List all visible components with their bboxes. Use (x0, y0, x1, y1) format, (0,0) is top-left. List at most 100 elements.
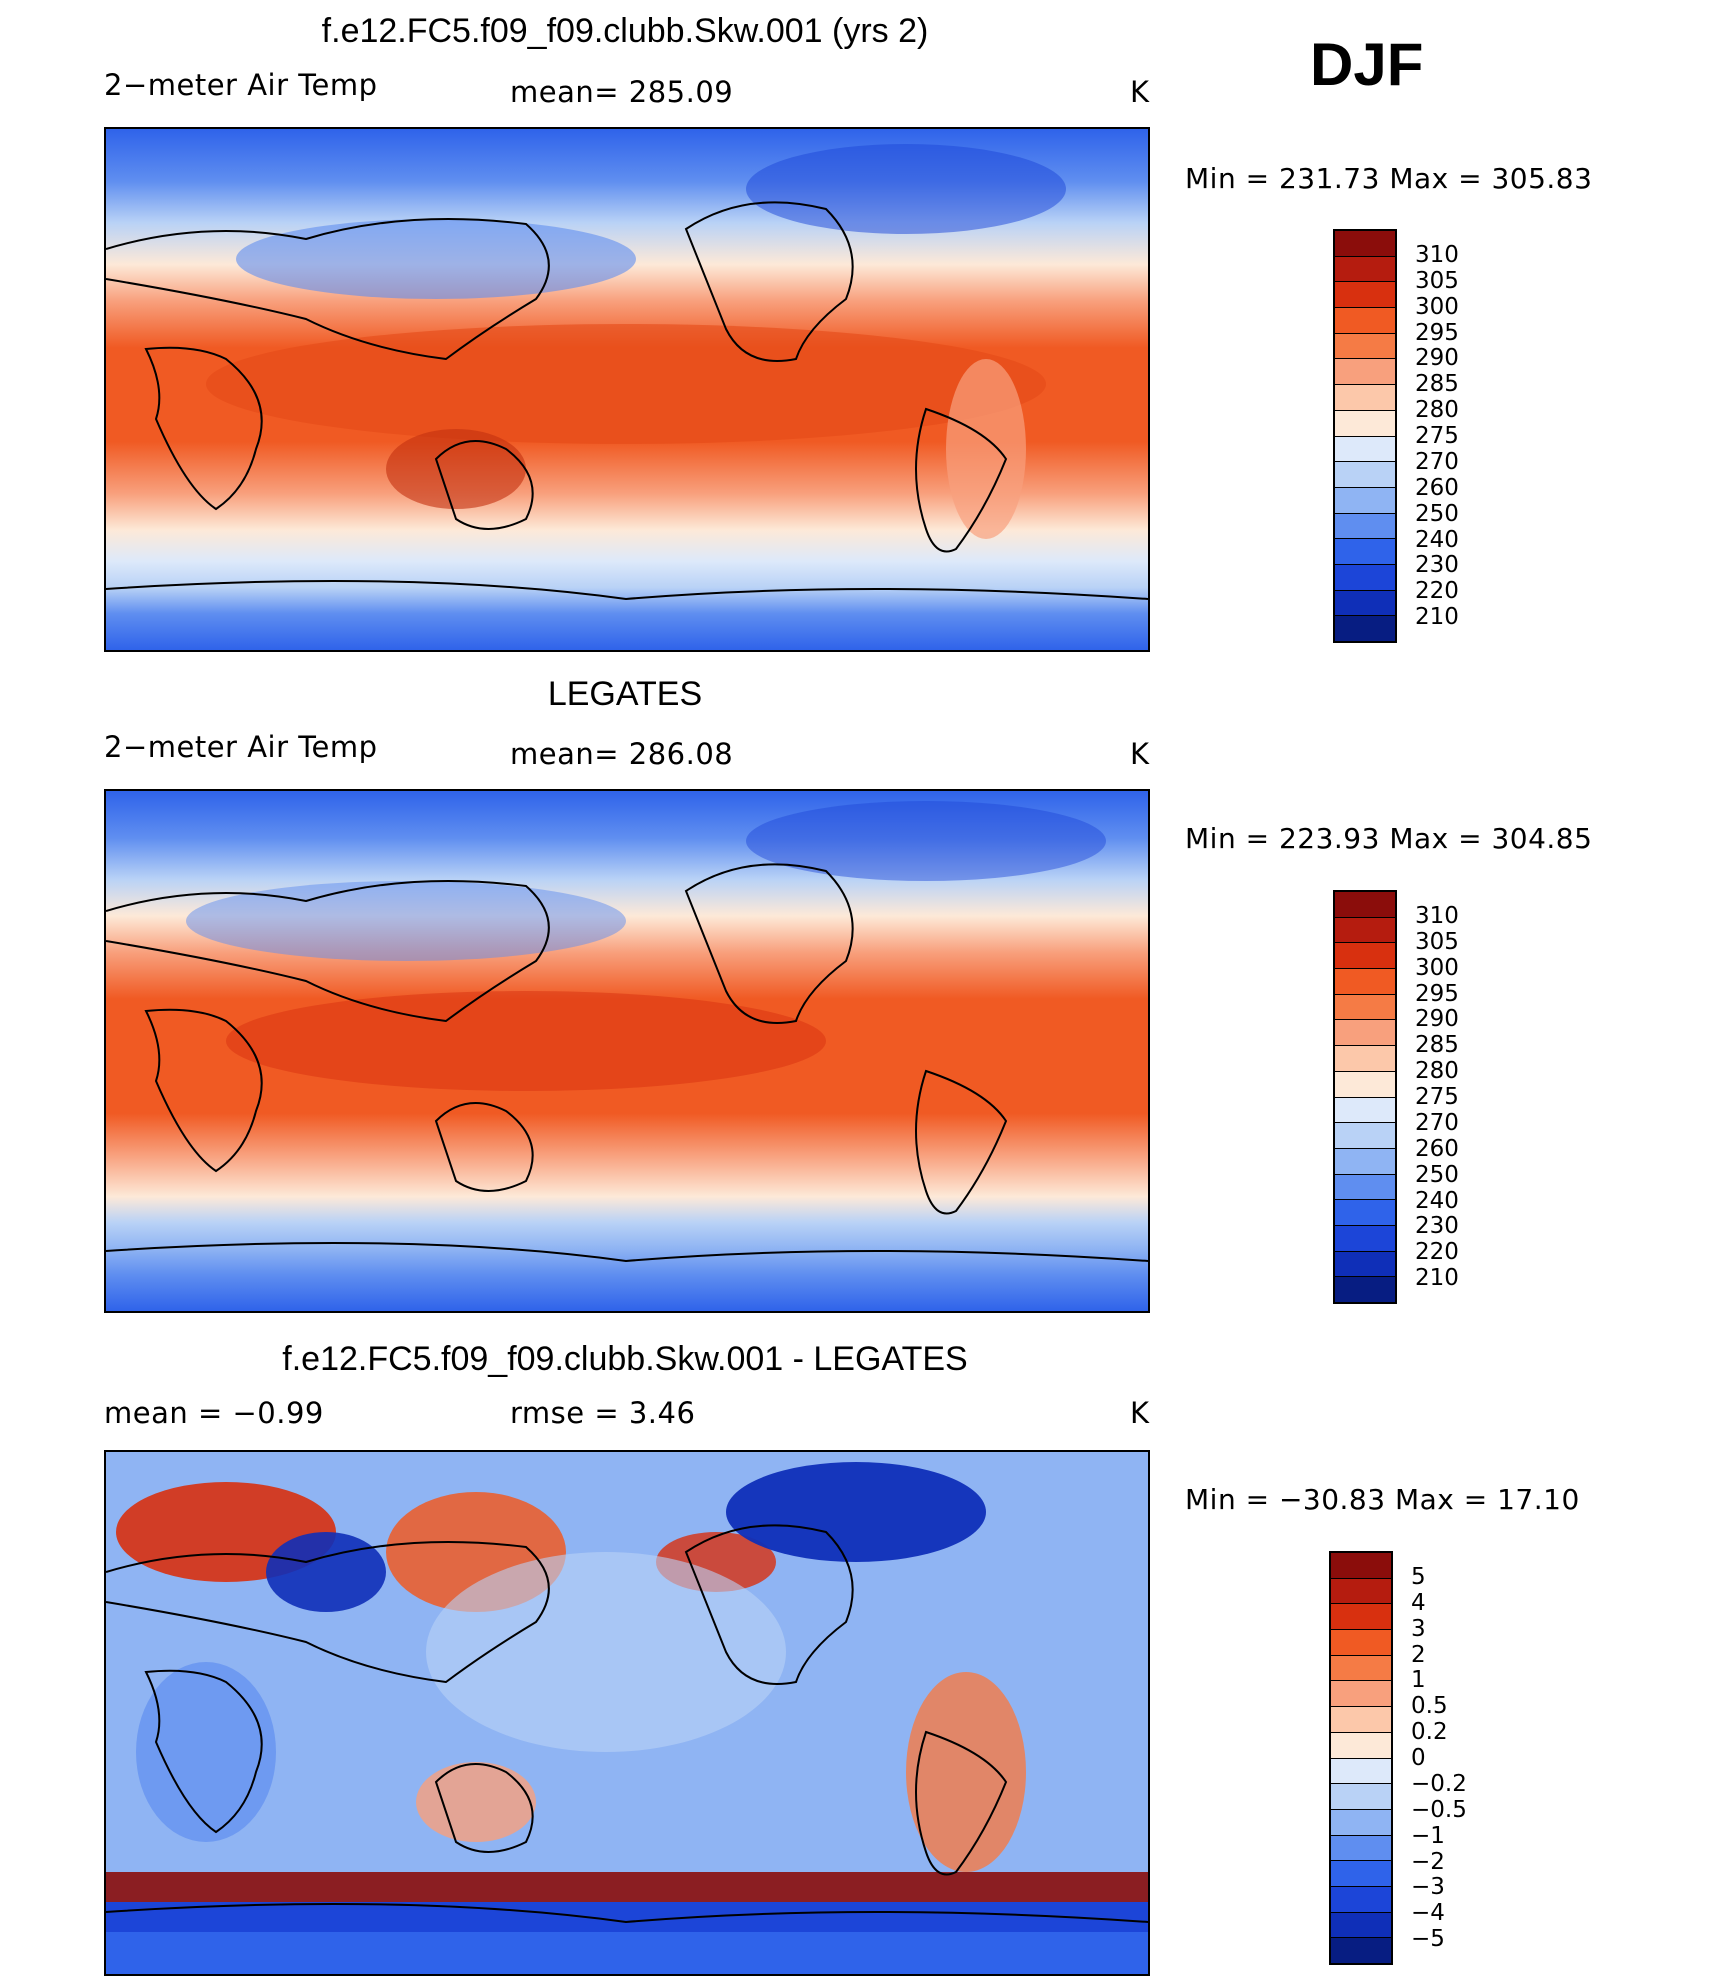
colorbar2-tick-label: 310 (1415, 902, 1459, 929)
colorbar3-swatch (1331, 1835, 1391, 1862)
colorbar1-swatch (1335, 564, 1395, 591)
panel3-units-label: K (1130, 1396, 1150, 1430)
colorbar3-tick-label: 0.5 (1411, 1693, 1448, 1720)
panel3-title: f.e12.FC5.f09_f09.clubb.Skw.001 - LEGATE… (282, 1340, 968, 1378)
colorbar3-swatch (1331, 1809, 1391, 1836)
colorbar3-tick-label: 3 (1411, 1615, 1426, 1642)
colorbar1-swatch (1335, 333, 1395, 360)
colorbar1-tick-label: 230 (1415, 552, 1459, 579)
colorbar2-swatch (1335, 943, 1395, 970)
colorbar2-swatch (1335, 1174, 1395, 1201)
colorbar3-tick-label: 5 (1411, 1563, 1426, 1590)
colorbar3-tick-label: −3 (1411, 1874, 1445, 1901)
colorbar3-tick-label: −4 (1411, 1900, 1445, 1927)
colorbar3-tick-label: 0.2 (1411, 1719, 1448, 1746)
colorbar2-tick-label: 280 (1415, 1058, 1459, 1085)
colorbar1-tick-label: 310 (1415, 241, 1459, 268)
colorbar2-swatch (1335, 1200, 1395, 1226)
colorbar1-swatch (1335, 436, 1395, 463)
colorbar3-tick-label: 0 (1411, 1745, 1426, 1771)
colorbar3-swatch (1331, 1578, 1391, 1605)
colorbar1-swatch (1335, 616, 1395, 641)
colorbar1-swatch (1335, 359, 1395, 386)
colorbar1-tick-label: 250 (1415, 500, 1459, 527)
panel3-colorbar (1329, 1551, 1393, 1965)
colorbar2-swatch (1335, 917, 1395, 944)
colorbar3-tick-label: −5 (1411, 1926, 1445, 1953)
colorbar2-tick-label: 230 (1415, 1213, 1459, 1240)
colorbar1-swatch (1335, 513, 1395, 540)
panel3-map-svg (106, 1452, 1148, 1974)
colorbar1-swatch (1335, 282, 1395, 309)
colorbar3-swatch (1331, 1758, 1391, 1785)
colorbar1-tick-label: 270 (1415, 448, 1459, 475)
colorbar3-swatch (1331, 1861, 1391, 1887)
panel1-units-label: K (1130, 75, 1150, 109)
panel2-title: LEGATES (547, 675, 703, 713)
colorbar2-tick-label: 305 (1415, 928, 1459, 955)
colorbar2-swatch (1335, 1020, 1395, 1047)
colorbar2-tick-label: 285 (1415, 1032, 1459, 1059)
season-label: DJF (1310, 31, 1424, 98)
panel1-map-svg (106, 129, 1148, 650)
colorbar3-swatch (1331, 1630, 1391, 1656)
colorbar3-swatch (1331, 1553, 1391, 1579)
colorbar3-swatch (1331, 1604, 1391, 1631)
colorbar1-tick-label: 290 (1415, 345, 1459, 372)
colorbar1-tick-label: 295 (1415, 319, 1459, 346)
panel2-map (104, 789, 1150, 1313)
colorbar1-swatch (1335, 462, 1395, 488)
colorbar1-swatch (1335, 539, 1395, 565)
colorbar1-tick-label: 260 (1415, 474, 1459, 501)
colorbar3-tick-label: −2 (1411, 1848, 1445, 1875)
colorbar2-tick-label: 210 (1415, 1265, 1459, 1292)
colorbar3-tick-label: 1 (1411, 1667, 1426, 1694)
colorbar1-swatch (1335, 385, 1395, 411)
colorbar1-tick-label: 305 (1415, 267, 1459, 294)
colorbar2-tick-label: 290 (1415, 1006, 1459, 1033)
panel1-map (104, 127, 1150, 652)
colorbar2-swatch (1335, 1097, 1395, 1124)
colorbar1-tick-label: 275 (1415, 423, 1459, 449)
colorbar1-tick-label: 210 (1415, 604, 1459, 631)
colorbar3-swatch (1331, 1784, 1391, 1810)
panel3-minmax-label: Min = −30.83 Max = 17.10 (1185, 1483, 1580, 1516)
colorbar1-swatch (1335, 256, 1395, 283)
colorbar3-swatch (1331, 1681, 1391, 1708)
colorbar1-tick-label: 220 (1415, 578, 1459, 605)
colorbar2-swatch (1335, 1148, 1395, 1175)
colorbar2-tick-label: 220 (1415, 1239, 1459, 1266)
colorbar1-tick-label: 285 (1415, 371, 1459, 398)
colorbar2-tick-label: 275 (1415, 1084, 1459, 1110)
colorbar1-tick-label: 240 (1415, 526, 1459, 553)
colorbar1-tick-label: 300 (1415, 293, 1459, 320)
panel1-title: f.e12.FC5.f09_f09.clubb.Skw.001 (yrs 2) (321, 12, 929, 50)
colorbar2-swatch (1335, 1123, 1395, 1149)
panel1-colorbar (1333, 229, 1397, 643)
colorbar3-swatch (1331, 1655, 1391, 1682)
colorbar3-tick-label: 2 (1411, 1641, 1426, 1668)
panel3-map (104, 1450, 1150, 1976)
colorbar2-tick-label: 270 (1415, 1109, 1459, 1136)
colorbar2-swatch (1335, 994, 1395, 1021)
colorbar3-swatch (1331, 1732, 1391, 1759)
colorbar2-swatch (1335, 1251, 1395, 1278)
colorbar2-tick-label: 295 (1415, 980, 1459, 1007)
panel2-map-svg (106, 791, 1148, 1311)
colorbar1-swatch (1335, 231, 1395, 257)
colorbar3-tick-label: −0.2 (1411, 1770, 1467, 1797)
panel2-variable-label: 2−meter Air Temp (104, 730, 378, 764)
colorbar2-swatch (1335, 1071, 1395, 1098)
colorbar2-tick-label: 240 (1415, 1187, 1459, 1214)
colorbar3-swatch (1331, 1912, 1391, 1939)
panel2-mean-label: mean= 286.08 (510, 737, 734, 771)
colorbar2-tick-label: 260 (1415, 1135, 1459, 1162)
panel1-minmax-label: Min = 231.73 Max = 305.83 (1185, 162, 1593, 195)
colorbar3-tick-label: −1 (1411, 1822, 1445, 1849)
colorbar2-swatch (1335, 1225, 1395, 1252)
panel2-colorbar (1333, 890, 1397, 1304)
colorbar2-swatch (1335, 892, 1395, 918)
colorbar1-swatch (1335, 410, 1395, 437)
colorbar3-tick-label: 4 (1411, 1589, 1426, 1616)
panel3-rmse-label: rmse = 3.46 (510, 1396, 696, 1430)
